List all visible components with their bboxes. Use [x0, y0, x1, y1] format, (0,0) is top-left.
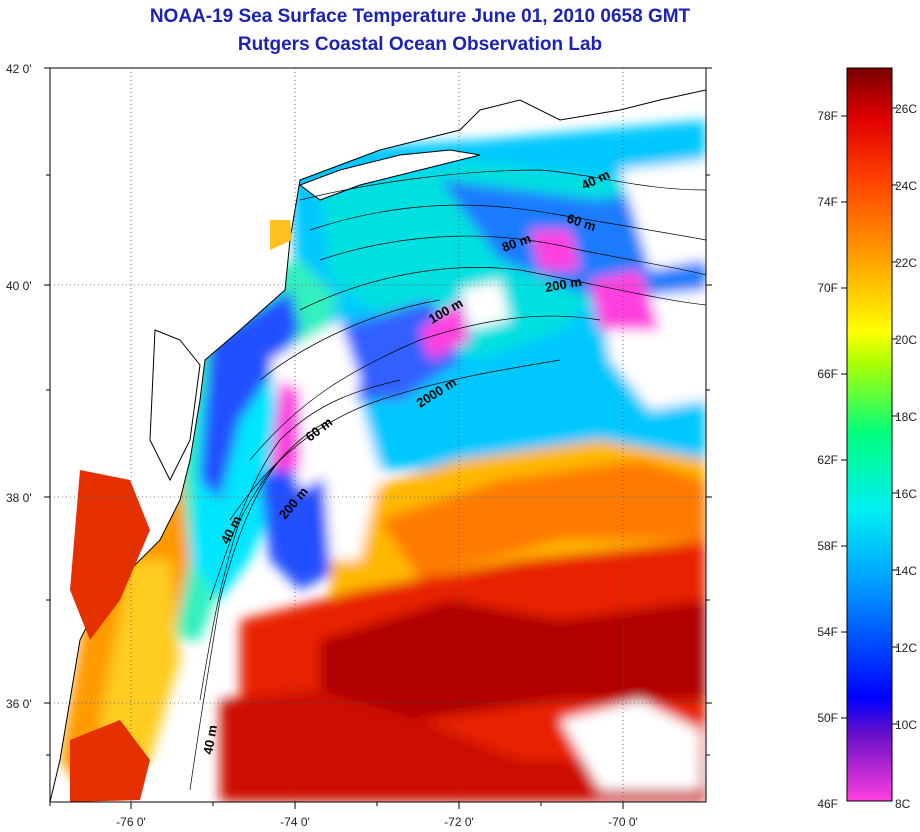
map-frame — [49, 67, 707, 803]
bathymetry-contours — [189, 169, 706, 791]
sst-field — [60, 120, 706, 802]
lat-label-36: 36 0' — [6, 697, 32, 711]
cb-f-78: 78F — [817, 109, 838, 123]
cb-c-14: 14C — [895, 564, 917, 578]
cb-f-74: 74F — [817, 195, 838, 209]
colorbar-gradient — [846, 67, 893, 802]
cb-c-22: 22C — [895, 256, 917, 270]
map-ticks — [44, 67, 712, 809]
cb-c-24: 24C — [895, 179, 917, 193]
lon-label-70: -70 0' — [608, 815, 638, 829]
colorbar: 78F 74F 70F 66F 62F 58F 54F 50F 46F 26C … — [817, 67, 917, 811]
cb-f-50: 50F — [817, 711, 838, 725]
contour-label-200m-north: 200 m — [544, 274, 583, 295]
lat-label-38: 38 0' — [6, 491, 32, 505]
cb-f-66: 66F — [817, 367, 838, 381]
cb-f-62: 62F — [817, 453, 838, 467]
cb-c-26: 26C — [895, 102, 917, 116]
sst-map: 40 m 60 m 80 m 200 m 100 m 2000 m 60 m 2… — [50, 68, 706, 802]
cb-c-16: 16C — [895, 487, 917, 501]
lon-label-76: -76 0' — [116, 815, 146, 829]
lon-label-72: -72 0' — [444, 815, 474, 829]
lon-label-74: -74 0' — [280, 815, 310, 829]
cb-c-8: 8C — [895, 797, 911, 811]
lat-label-42: 42 0' — [6, 62, 32, 76]
map-grid — [50, 68, 706, 802]
cb-c-20: 20C — [895, 333, 917, 347]
map-title: NOAA-19 Sea Surface Temperature June 01,… — [149, 6, 691, 27]
cb-f-58: 58F — [817, 539, 838, 553]
lat-label-40: 40 0' — [6, 279, 32, 293]
cb-f-70: 70F — [817, 281, 838, 295]
cb-c-10: 10C — [895, 718, 917, 732]
contour-label-40m-south: 40 m — [200, 724, 220, 756]
cb-c-18: 18C — [895, 410, 917, 424]
cb-f-46: 46F — [817, 797, 838, 811]
cb-f-54: 54F — [817, 625, 838, 639]
map-subtitle: Rutgers Coastal Ocean Observation Lab — [237, 34, 603, 55]
cb-c-12: 12C — [895, 641, 917, 655]
